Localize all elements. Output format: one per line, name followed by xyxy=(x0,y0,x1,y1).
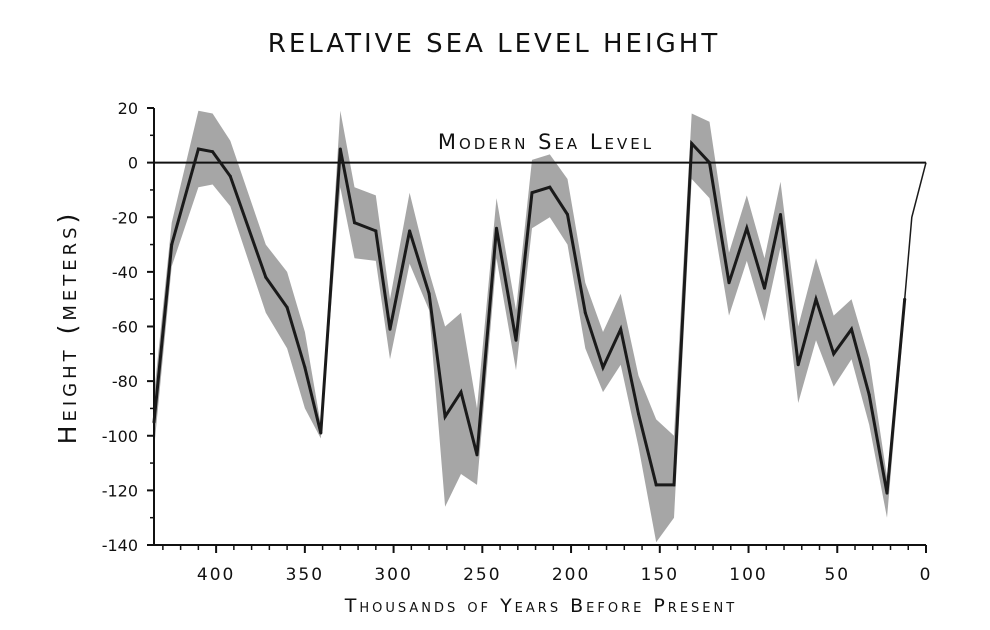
x-tick-label: 50 xyxy=(824,565,850,585)
data-point xyxy=(832,352,836,356)
x-tick-label: 300 xyxy=(374,565,412,585)
y-tick-label: -60 xyxy=(112,318,138,337)
y-tick-label: -120 xyxy=(102,481,138,500)
y-tick-label: -80 xyxy=(112,372,138,391)
data-point xyxy=(388,327,392,331)
data-point xyxy=(885,491,889,495)
data-point xyxy=(211,150,215,154)
x-tick-label: 150 xyxy=(641,565,679,585)
data-point xyxy=(654,483,658,487)
data-point xyxy=(779,213,782,216)
data-point xyxy=(850,327,853,331)
y-tick-label: 0 xyxy=(128,154,138,173)
modern-sea-level-label: Modern Sea Level xyxy=(438,130,654,154)
y-tick-label: -100 xyxy=(102,427,138,446)
chart-title: RELATIVE SEA LEVEL HEIGHT xyxy=(268,29,720,59)
data-point xyxy=(708,161,711,165)
x-tick-label: 200 xyxy=(552,565,590,585)
y-tick-label: 20 xyxy=(118,99,138,118)
y-tick-label: -20 xyxy=(112,208,138,227)
data-point xyxy=(475,453,479,457)
annotation-background xyxy=(433,130,659,154)
data-point xyxy=(796,363,800,367)
data-point xyxy=(374,229,378,233)
y-axis-label: Height (meters) xyxy=(53,210,82,445)
data-point xyxy=(566,213,569,216)
x-tick-label: 100 xyxy=(729,565,767,585)
uncertainty-band xyxy=(154,110,905,543)
data-point xyxy=(285,305,289,309)
data-point xyxy=(514,338,518,342)
data-point xyxy=(601,366,605,369)
x-tick-label: 350 xyxy=(286,565,324,585)
data-point xyxy=(763,286,766,290)
x-tick-label: 0 xyxy=(920,565,933,585)
x-tick-label: 400 xyxy=(197,565,235,585)
data-point xyxy=(690,142,694,145)
data-point xyxy=(303,366,307,369)
data-point xyxy=(264,275,268,279)
data-point xyxy=(152,420,156,424)
data-point xyxy=(903,297,907,301)
data-point xyxy=(727,281,731,285)
data-point xyxy=(637,412,640,416)
data-point xyxy=(459,390,463,394)
data-point xyxy=(353,221,356,225)
x-axis-label: Thousands of Years Before Present xyxy=(344,595,737,617)
data-point xyxy=(408,229,412,233)
data-point xyxy=(814,297,818,301)
data-point xyxy=(338,147,342,151)
data-point xyxy=(672,483,676,487)
data-point xyxy=(619,327,623,331)
y-tick-label: -140 xyxy=(102,536,138,555)
data-point xyxy=(548,185,552,189)
data-point xyxy=(495,226,498,230)
x-tick-label: 250 xyxy=(463,565,501,585)
data-point xyxy=(583,311,587,315)
data-point xyxy=(319,431,323,435)
data-point xyxy=(170,243,174,247)
data-point xyxy=(427,292,431,296)
recent-rise-line xyxy=(903,162,927,300)
data-point xyxy=(530,191,534,195)
data-point xyxy=(228,174,232,178)
data-point xyxy=(443,415,447,419)
y-tick-label: -40 xyxy=(112,263,138,282)
data-point xyxy=(867,393,871,397)
data-point xyxy=(196,147,200,151)
data-point xyxy=(745,226,749,230)
sea-level-line xyxy=(152,139,907,494)
